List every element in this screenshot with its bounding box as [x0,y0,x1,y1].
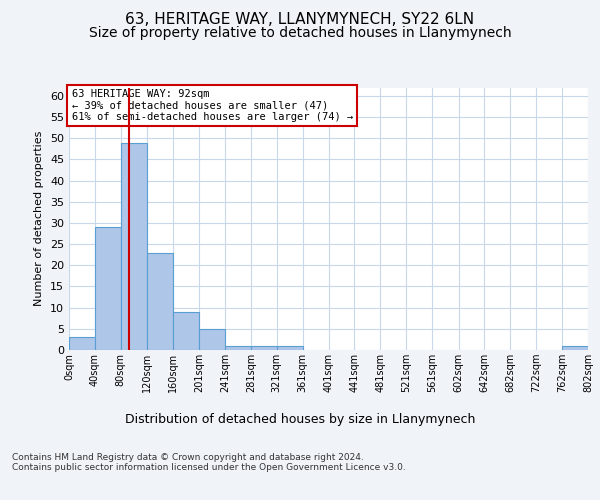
Text: Contains HM Land Registry data © Crown copyright and database right 2024.
Contai: Contains HM Land Registry data © Crown c… [12,452,406,472]
Bar [562,346,588,350]
Text: Size of property relative to detached houses in Llanymynech: Size of property relative to detached ho… [89,26,511,40]
Bar [95,227,121,350]
Bar [199,329,225,350]
Text: 63 HERITAGE WAY: 92sqm
← 39% of detached houses are smaller (47)
61% of semi-det: 63 HERITAGE WAY: 92sqm ← 39% of detached… [71,89,353,122]
Bar [225,346,251,350]
Y-axis label: Number of detached properties: Number of detached properties [34,131,44,306]
Bar [69,338,95,350]
Text: Distribution of detached houses by size in Llanymynech: Distribution of detached houses by size … [125,412,475,426]
Bar [251,346,277,350]
Text: 63, HERITAGE WAY, LLANYMYNECH, SY22 6LN: 63, HERITAGE WAY, LLANYMYNECH, SY22 6LN [125,12,475,28]
Bar [121,142,146,350]
Bar [277,346,302,350]
Bar [146,252,173,350]
Bar [173,312,199,350]
